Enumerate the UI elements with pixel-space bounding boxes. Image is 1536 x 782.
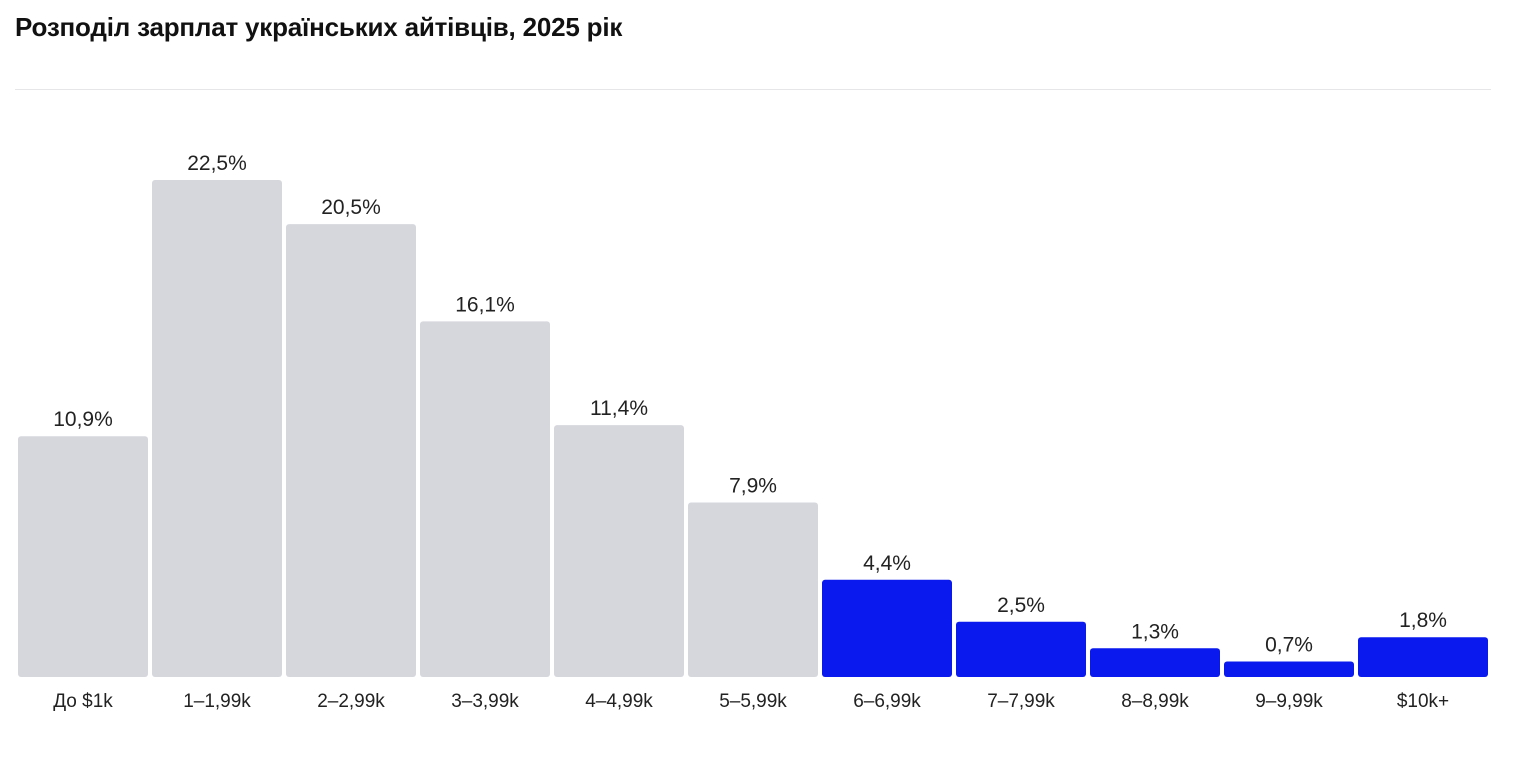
x-tick-label-5: 5–5,99k bbox=[719, 691, 787, 712]
tick-labels-layer: До $1k 1–1,99k 2–2,99k 3–3,99k 4–4,99k 5–5,99… bbox=[53, 691, 1449, 712]
x-tick-label-7: 7–7,99k bbox=[987, 691, 1055, 712]
bar-value-label-10: 1,8% bbox=[1399, 609, 1447, 632]
bar-value-label-0: 10,9% bbox=[53, 408, 113, 431]
bar-value-label-9: 0,7% bbox=[1265, 634, 1313, 657]
bar-0 bbox=[18, 436, 148, 677]
value-labels-layer: 10,9% 22,5% 20,5% 16,1% 11,4% 7,9% 4,4% 2,5% 1,3… bbox=[53, 152, 1447, 657]
title-divider bbox=[15, 89, 1491, 90]
x-tick-label-3: 3–3,99k bbox=[451, 691, 519, 712]
bar-value-label-2: 20,5% bbox=[321, 196, 381, 219]
x-tick-label-1: 1–1,99k bbox=[183, 691, 251, 712]
chart-title: Розподіл зарплат українських айтівців, 2… bbox=[15, 12, 623, 42]
bar-value-label-6: 4,4% bbox=[863, 552, 911, 575]
bar-value-label-4: 11,4% bbox=[590, 397, 648, 420]
x-tick-label-10: $10k+ bbox=[1397, 691, 1449, 712]
x-tick-label-6: 6–6,99k bbox=[853, 691, 921, 712]
x-tick-label-8: 8–8,99k bbox=[1121, 691, 1189, 712]
bar-10 bbox=[1358, 637, 1488, 677]
bar-value-label-7: 2,5% bbox=[997, 594, 1045, 617]
bar-9 bbox=[1224, 661, 1354, 677]
x-tick-label-2: 2–2,99k bbox=[317, 691, 385, 712]
bar-3 bbox=[420, 321, 550, 677]
x-tick-label-9: 9–9,99k bbox=[1255, 691, 1323, 712]
x-tick-label-4: 4–4,99k bbox=[585, 691, 653, 712]
bar-value-label-5: 7,9% bbox=[729, 474, 777, 497]
bar-7 bbox=[956, 621, 1086, 677]
bars-layer bbox=[18, 180, 1488, 677]
bar-5 bbox=[688, 502, 818, 677]
x-tick-label-0: До $1k bbox=[53, 691, 113, 712]
bar-6 bbox=[822, 579, 952, 677]
bar-value-label-8: 1,3% bbox=[1131, 620, 1179, 643]
bar-value-label-1: 22,5% bbox=[187, 152, 247, 175]
bar-1 bbox=[152, 180, 282, 677]
bar-2 bbox=[286, 224, 416, 677]
bar-4 bbox=[554, 425, 684, 677]
bar-8 bbox=[1090, 648, 1220, 677]
bar-value-label-3: 16,1% bbox=[455, 293, 515, 316]
